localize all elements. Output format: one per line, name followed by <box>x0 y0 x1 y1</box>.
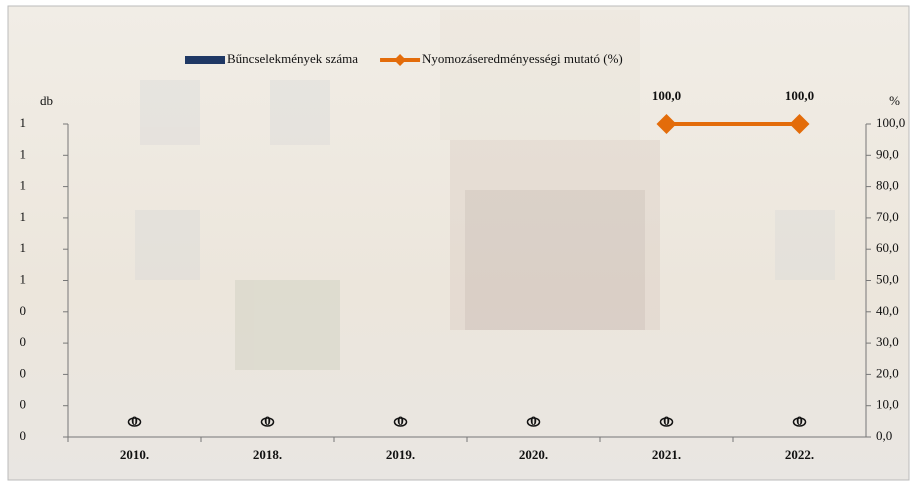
y-tick-label: 1 <box>20 209 27 224</box>
y2-tick-label: 80,0 <box>876 178 899 193</box>
y-tick-label: 1 <box>20 146 27 161</box>
y2-tick-label: 40,0 <box>876 303 899 318</box>
y-tick-label: 0 <box>20 428 27 443</box>
y2-tick-label: 50,0 <box>876 271 899 286</box>
y2-tick-label: 10,0 <box>876 397 899 412</box>
y-tick-label: 1 <box>20 240 27 255</box>
y-tick-label: 0 <box>20 365 27 380</box>
data-label: 0 <box>264 413 271 428</box>
y2-tick-label: 20,0 <box>876 365 899 380</box>
y-tick-label: 0 <box>20 397 27 412</box>
x-tick-label: 2018. <box>253 447 282 462</box>
legend-label: Bűncselekmények száma <box>227 51 358 66</box>
x-tick-label: 2021. <box>652 447 681 462</box>
y-axis-title: db <box>40 93 53 108</box>
y2-tick-label: 0,0 <box>876 428 892 443</box>
chart: db % 000001111110,010,020,030,040,050,06… <box>0 0 917 486</box>
legend-symbol <box>185 56 225 64</box>
y2-tick-label: 60,0 <box>876 240 899 255</box>
data-label: 0 <box>530 413 537 428</box>
x-tick-label: 2019. <box>386 447 415 462</box>
y2-tick-label: 70,0 <box>876 209 899 224</box>
x-tick-label: 2010. <box>120 447 149 462</box>
legend-label: Nyomozáseredményességi mutató (%) <box>422 51 623 66</box>
y2-axis-title: % <box>889 93 900 108</box>
data-label: 0 <box>663 413 670 428</box>
y-tick-label: 0 <box>20 334 27 349</box>
y2-tick-label: 100,0 <box>876 115 905 130</box>
y-tick-label: 0 <box>20 303 27 318</box>
y-tick-label: 1 <box>20 115 27 130</box>
data-label: 100,0 <box>652 88 681 103</box>
data-label: 0 <box>397 413 404 428</box>
data-label: 0 <box>131 413 138 428</box>
x-tick-label: 2022. <box>785 447 814 462</box>
y-tick-label: 1 <box>20 178 27 193</box>
y2-tick-label: 90,0 <box>876 146 899 161</box>
y-tick-label: 1 <box>20 271 27 286</box>
y2-tick-label: 30,0 <box>876 334 899 349</box>
data-label: 0 <box>796 413 803 428</box>
x-tick-label: 2020. <box>519 447 548 462</box>
data-label: 100,0 <box>785 88 814 103</box>
